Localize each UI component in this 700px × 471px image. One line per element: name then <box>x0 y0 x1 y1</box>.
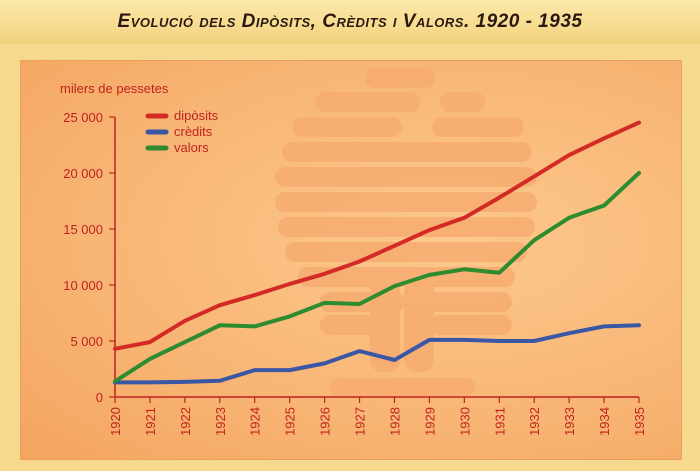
x-tick-label: 1933 <box>562 407 577 436</box>
series-line-crèdits <box>113 323 641 385</box>
x-tick-label: 1934 <box>597 407 612 436</box>
legend-label-valors: valors <box>174 140 209 155</box>
chart-title: Evolució dels Dipòsits, Crèdits i Valors… <box>117 11 583 32</box>
series-line-dipòsits <box>113 120 641 351</box>
series-line-valors <box>113 171 641 384</box>
x-tick-label: 1929 <box>422 407 437 436</box>
y-tick-label: 25 000 <box>63 110 103 125</box>
x-tick-label: 1922 <box>178 407 193 436</box>
x-tick-label: 1921 <box>143 407 158 436</box>
y-tick-label: 10 000 <box>63 278 103 293</box>
x-tick-label: 1931 <box>492 407 507 436</box>
legend-label-dipòsits: dipòsits <box>174 108 219 123</box>
x-tick-label: 1924 <box>248 407 263 436</box>
tree-emblem-decoration <box>275 68 537 396</box>
x-tick-label: 1935 <box>632 407 647 436</box>
line-chart: milers de pessetes 0 5 000 10 000 15 000 20 … <box>60 68 647 436</box>
title-bar: Evolució dels Dipòsits, Crèdits i Valors… <box>0 0 700 44</box>
x-tick-label: 1932 <box>527 407 542 436</box>
x-tick-label: 1926 <box>318 407 333 436</box>
x-tick-label: 1930 <box>457 407 472 436</box>
x-tick-label: 1927 <box>353 407 368 436</box>
x-tick-label: 1925 <box>283 407 298 436</box>
y-tick-label: 20 000 <box>63 166 103 181</box>
y-axis-title: milers de pessetes <box>60 81 169 96</box>
x-tick-label: 1928 <box>387 407 402 436</box>
y-tick-label: 5 000 <box>70 334 103 349</box>
x-tick-label: 1920 <box>108 407 123 436</box>
y-tick-label: 15 000 <box>63 222 103 237</box>
y-tick-label: 0 <box>96 390 103 405</box>
x-tick-label: 1923 <box>213 407 228 436</box>
chart-panel: milers de pessetes 0 5 000 10 000 15 000 20 … <box>20 60 682 460</box>
legend-label-crèdits: crèdits <box>174 124 213 139</box>
